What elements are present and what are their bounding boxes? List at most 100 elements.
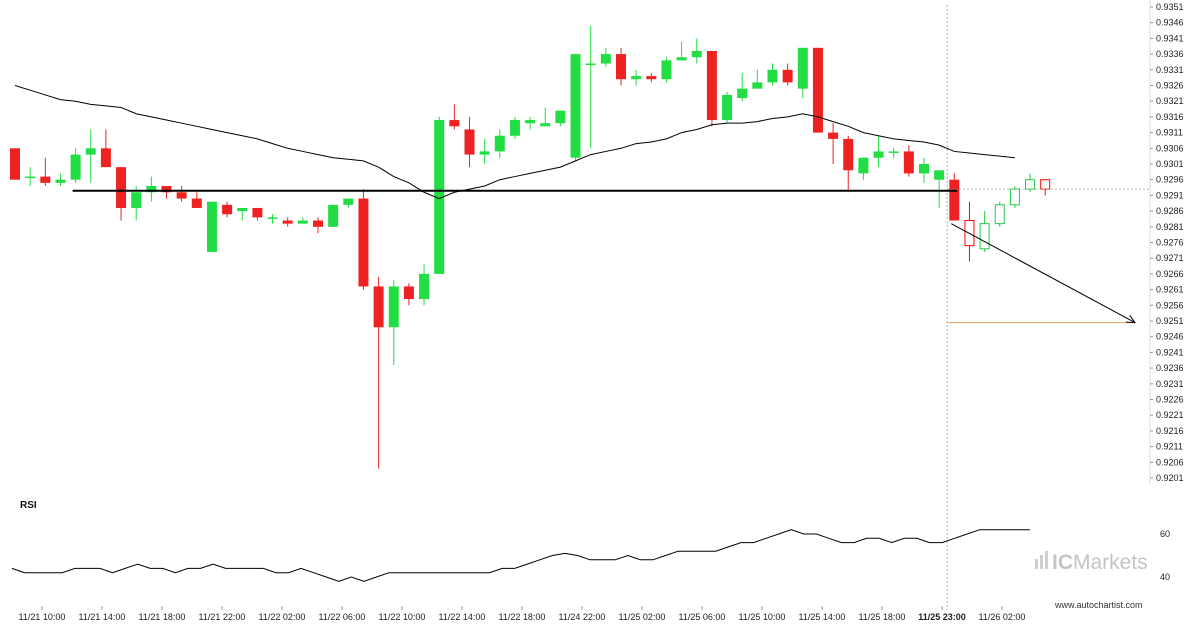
- moving-average-line: [14, 85, 1015, 200]
- candle-body: [616, 54, 626, 80]
- candle-body: [994, 204, 1005, 225]
- candle: [328, 204, 339, 227]
- candle: [828, 123, 839, 164]
- candle-body: [1009, 188, 1020, 206]
- candle-body: [161, 185, 172, 193]
- candle: [343, 198, 354, 208]
- candle-body: [540, 123, 551, 127]
- candle-body: [373, 286, 384, 328]
- candle-body: [131, 192, 142, 208]
- candle-body: [449, 120, 460, 127]
- price-y-tick-label: 0.9261: [1156, 285, 1184, 295]
- price-y-tick-label: 0.9276: [1156, 238, 1184, 248]
- candle: [934, 170, 945, 208]
- rsi-y-tick-label: 40: [1160, 572, 1170, 582]
- price-y-tick-label: 0.9336: [1156, 49, 1184, 59]
- candle-body: [525, 120, 536, 124]
- candle-body: [797, 47, 808, 89]
- candle-body: [313, 220, 323, 227]
- candle-body: [752, 82, 763, 89]
- candle: [40, 157, 51, 186]
- candle: [691, 38, 702, 64]
- candle: [419, 264, 430, 306]
- candle-body: [949, 179, 960, 221]
- price-y-tick-label: 0.9341: [1156, 33, 1184, 43]
- candle-body: [237, 207, 248, 212]
- candle: [146, 176, 157, 202]
- forecast-arrow-shaft: [951, 223, 1136, 324]
- candle: [131, 185, 142, 221]
- price-y-tick-label: 0.9286: [1156, 206, 1184, 216]
- x-tick-label: 11/24 22:00: [559, 612, 606, 622]
- candle-body: [297, 220, 308, 224]
- candle-body: [1040, 179, 1051, 190]
- candle-body: [979, 223, 990, 250]
- candle-body: [509, 120, 520, 136]
- candle-body: [388, 286, 399, 328]
- candle: [706, 50, 717, 127]
- price-y-tick-label: 0.9326: [1156, 81, 1184, 91]
- candle: [631, 69, 642, 86]
- candle: [313, 217, 323, 234]
- candle: [540, 107, 551, 127]
- price-y-tick-label: 0.9221: [1156, 410, 1184, 420]
- candle: [191, 192, 202, 208]
- x-tick-label: 11/25 10:00: [739, 612, 786, 622]
- candle: [737, 72, 748, 102]
- price-y-tick-label: 0.9331: [1156, 65, 1184, 75]
- price-y-tick-label: 0.9291: [1156, 190, 1184, 200]
- candle-body: [782, 69, 793, 83]
- candle: [373, 277, 384, 469]
- x-tick-label: 11/21 14:00: [79, 612, 126, 622]
- candle: [464, 116, 475, 168]
- price-y-tick-label: 0.9246: [1156, 332, 1184, 342]
- rsi-y-tick-label: 60: [1160, 529, 1170, 539]
- candle: [646, 72, 657, 83]
- forecast-candle: [1025, 173, 1036, 193]
- x-tick-label: 11/22 06:00: [319, 612, 366, 622]
- rsi-label: RSI: [20, 500, 37, 511]
- candle: [282, 217, 293, 227]
- price-y-tick-label: 0.9316: [1156, 112, 1184, 122]
- x-tick-label: 11/21 22:00: [199, 612, 246, 622]
- price-y-tick-label: 0.9266: [1156, 269, 1184, 279]
- candle-body: [494, 135, 505, 152]
- candle-body: [464, 129, 475, 155]
- candle: [888, 148, 899, 158]
- price-y-tick-label: 0.9351: [1156, 2, 1184, 12]
- candle: [70, 148, 81, 183]
- price-y-tick-label: 0.9216: [1156, 426, 1184, 436]
- candle: [494, 129, 505, 158]
- candle: [903, 145, 914, 177]
- forecast-arrow-head: [1125, 314, 1137, 324]
- candle: [858, 157, 869, 180]
- rsi-panel: RSI 60 40 ICMarkets: [11, 500, 1170, 582]
- candle: [85, 129, 96, 183]
- price-y-tick-label: 0.9311: [1156, 128, 1183, 138]
- x-tick-label: 11/22 14:00: [439, 612, 486, 622]
- candle-body: [858, 157, 869, 174]
- brand-name: ICMarkets: [1052, 551, 1148, 574]
- candle-body: [434, 120, 445, 274]
- candle: [873, 135, 884, 168]
- candle-body: [85, 148, 96, 155]
- candle-body: [282, 220, 293, 224]
- candle: [25, 167, 36, 186]
- candle-body: [328, 204, 339, 227]
- rsi-line: [11, 529, 1030, 582]
- x-tick-label: 11/25 23:00: [918, 612, 966, 622]
- candle-body: [252, 207, 263, 218]
- candle-body: [55, 179, 66, 183]
- candle: [206, 201, 217, 252]
- candle-body: [919, 164, 929, 174]
- candle: [509, 116, 520, 139]
- x-tick-label: 11/26 02:00: [979, 612, 1026, 622]
- candle-body: [646, 76, 657, 80]
- brand-logo: ICMarkets: [1035, 551, 1148, 574]
- candle-body: [70, 154, 81, 180]
- candle-body: [419, 273, 430, 300]
- candle: [297, 217, 308, 224]
- candle: [555, 110, 566, 127]
- candle-body: [903, 151, 914, 174]
